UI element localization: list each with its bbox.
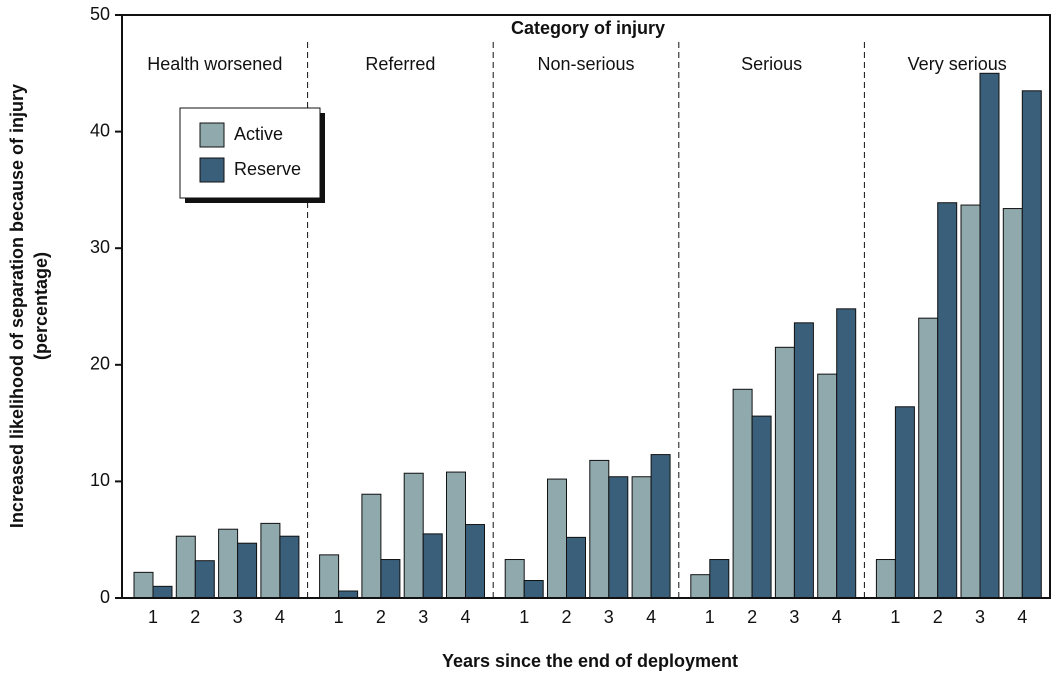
bar xyxy=(133,571,154,599)
x-tick-label: 3 xyxy=(233,607,243,627)
x-tick-label: 2 xyxy=(561,607,571,627)
x-tick-label: 3 xyxy=(975,607,985,627)
x-tick-label: 1 xyxy=(148,607,158,627)
group-label: Non-serious xyxy=(537,54,634,74)
bar xyxy=(194,560,215,599)
group-label: Serious xyxy=(741,54,802,74)
x-tick-label: 3 xyxy=(789,607,799,627)
group-label: Very serious xyxy=(908,54,1007,74)
bar xyxy=(422,533,443,599)
legend-swatch xyxy=(199,157,225,183)
x-tick-label: 1 xyxy=(705,607,715,627)
bar xyxy=(793,322,814,599)
x-tick-label: 4 xyxy=(275,607,285,627)
y-axis-label-line: (percentage) xyxy=(31,252,51,360)
x-tick-label: 1 xyxy=(334,607,344,627)
x-tick-label: 1 xyxy=(890,607,900,627)
bar xyxy=(817,373,838,599)
bar xyxy=(361,493,382,599)
bar xyxy=(875,559,896,599)
x-tick-label: 4 xyxy=(832,607,842,627)
y-axis-label-line: Increased likelihood of separation becau… xyxy=(7,84,27,528)
x-tick-label: 2 xyxy=(190,607,200,627)
bar xyxy=(709,559,730,599)
x-tick-label: 4 xyxy=(646,607,656,627)
bar xyxy=(319,554,340,599)
bar xyxy=(175,535,196,599)
bar xyxy=(566,536,586,599)
legend-label: Active xyxy=(234,124,283,144)
plot-frame xyxy=(121,14,1051,599)
bar xyxy=(631,476,652,599)
bar xyxy=(732,388,753,599)
bar xyxy=(918,317,939,599)
y-axis-label: Increased likelihood of separation becau… xyxy=(7,84,51,528)
y-tick-label: 40 xyxy=(90,120,110,140)
bar xyxy=(751,415,772,599)
bar xyxy=(380,559,401,599)
bar xyxy=(237,542,258,599)
bar xyxy=(589,459,610,599)
bar xyxy=(260,522,281,599)
x-tick-label: 1 xyxy=(519,607,529,627)
x-tick-label: 3 xyxy=(604,607,614,627)
bar xyxy=(608,476,629,599)
x-tick-label: 2 xyxy=(933,607,943,627)
bar xyxy=(446,471,466,599)
bar xyxy=(465,524,485,599)
bar xyxy=(894,406,915,599)
bar xyxy=(979,72,1000,599)
y-tick-label: 50 xyxy=(90,4,110,24)
y-tick-label: 30 xyxy=(90,237,110,257)
group-label: Health worsened xyxy=(147,54,282,74)
x-tick-label: 4 xyxy=(460,607,470,627)
chart-title: Category of injury xyxy=(511,18,665,38)
bar xyxy=(338,590,359,599)
x-tick-label: 2 xyxy=(376,607,386,627)
bar xyxy=(218,528,239,599)
group-label: Referred xyxy=(365,54,435,74)
legend-label: Reserve xyxy=(234,159,301,179)
bar xyxy=(1021,90,1042,599)
bar xyxy=(690,574,711,599)
bar xyxy=(403,472,424,599)
y-tick-label: 0 xyxy=(100,587,110,607)
x-tick-label: 3 xyxy=(418,607,428,627)
x-axis-label: Years since the end of deployment xyxy=(442,651,738,671)
bar xyxy=(152,585,173,599)
y-tick-label: 10 xyxy=(90,470,110,490)
bar xyxy=(650,454,671,599)
legend-swatch xyxy=(199,122,225,148)
x-tick-label: 2 xyxy=(747,607,757,627)
bar xyxy=(279,535,300,599)
bar xyxy=(774,346,795,599)
bar xyxy=(937,202,958,599)
bar xyxy=(1002,208,1023,599)
legend xyxy=(179,107,321,199)
bar xyxy=(836,308,857,599)
bar xyxy=(504,559,525,599)
y-tick-label: 20 xyxy=(90,354,110,374)
x-tick-label: 4 xyxy=(1017,607,1027,627)
bar xyxy=(547,478,567,599)
bar xyxy=(523,580,544,599)
bar xyxy=(960,204,981,599)
